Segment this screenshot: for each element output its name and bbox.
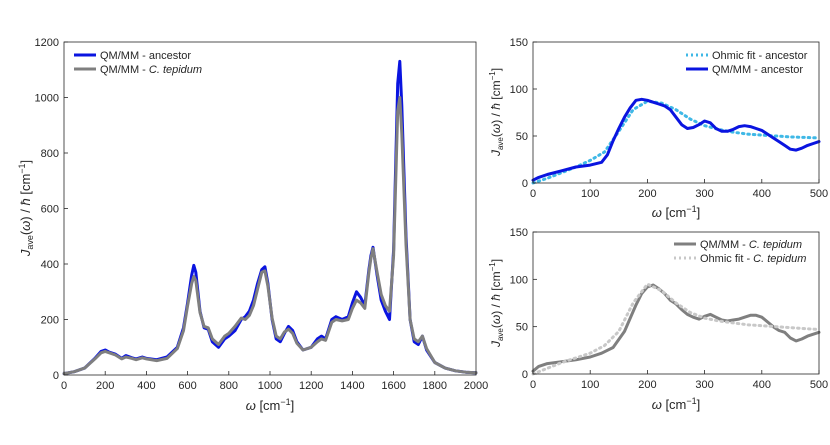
main-y-tick-label: 1000 [35, 93, 59, 105]
main-series-line-0 [62, 59, 478, 376]
tepidum-x-tick-label: 300 [695, 379, 713, 391]
ancestor-legend-box [684, 46, 814, 76]
ancestor-legend-label-ohmic: Ohmic fit - ancestor [712, 50, 808, 62]
ancestor-x-tick-label: 100 [581, 188, 599, 200]
tepidum-x-tick-label: 0 [530, 379, 536, 391]
main-x-tick-label: 200 [96, 380, 114, 392]
tepidum-legend-label-ohmic: Ohmic fit - C. tepidum [700, 253, 806, 265]
tepidum-chart-axes-group: 0 100 200 300 400 500 0 50 100 150 [510, 227, 829, 391]
tepidum-x-tick-label: 400 [753, 379, 771, 391]
tepidum-chart-legend: QM/MM - C. tepidum Ohmic fit - C. tepidu… [670, 236, 816, 266]
ancestor-chart-legend: Ohmic fit - ancestor QM/MM - ancestor [684, 46, 814, 76]
ancestor-chart-plot-frame [532, 41, 820, 184]
tepidum-chart-plot-frame [532, 231, 820, 375]
main-chart-series-group [62, 59, 478, 376]
tepidum-series-line-1 [531, 282, 821, 376]
tepidum-x-tick-label: 100 [581, 379, 599, 391]
ancestor-chart-x-label: ω [cm−1] [652, 204, 701, 220]
ancestor-series-line-1 [531, 97, 821, 182]
ancestor-y-tick-label: 50 [516, 131, 528, 143]
tepidum-legend-label-qmmm: QM/MM - C. tepidum [700, 239, 802, 251]
main-x-tick-label: 600 [178, 380, 196, 392]
main-x-tick-label: 1200 [299, 380, 323, 392]
main-chart-x-label: ω [cm−1] [246, 397, 295, 413]
ancestor-x-tick-label: 300 [695, 188, 713, 200]
main-y-tick-label: 600 [41, 204, 59, 216]
main-x-tick-label: 0 [61, 380, 67, 392]
ancestor-x-tick-label: 200 [638, 188, 656, 200]
tepidum-x-tick-label: 500 [810, 379, 828, 391]
main-legend-box [70, 46, 196, 78]
main-series-line-1 [62, 96, 478, 376]
ancestor-chart-y-label: Jave(ω) / ħ [cm−1] [488, 68, 505, 157]
ancestor-y-tick-label: 0 [522, 178, 528, 190]
tepidum-x-tick-label: 200 [638, 379, 656, 391]
main-x-tick-label: 1600 [381, 380, 405, 392]
tepidum-y-tick-label: 100 [510, 274, 528, 286]
main-y-tick-label: 200 [41, 315, 59, 327]
main-x-tick-label: 1400 [340, 380, 364, 392]
main-y-tick-label: 1200 [35, 37, 59, 49]
main-x-tick-label: 1800 [423, 380, 447, 392]
main-chart-axes-group: 0 200 400 600 800 1000 1200 1400 1600 1800 2000 0 20… [35, 37, 489, 392]
ancestor-x-tick-label: 500 [810, 188, 828, 200]
tepidum-y-tick-label: 0 [522, 369, 528, 381]
main-y-tick-label: 800 [41, 148, 59, 160]
tepidum-chart-y-label: Jave(ω) / ħ [cm−1] [488, 259, 505, 348]
ancestor-y-tick-label: 150 [510, 37, 528, 49]
main-chart-plot-frame [63, 41, 477, 376]
main-y-tick-label: 0 [53, 370, 59, 382]
tepidum-chart-series-group [531, 282, 821, 376]
main-x-tick-label: 400 [137, 380, 155, 392]
tepidum-legend-box [670, 236, 816, 266]
main-chart-y-label: Jave(ω) / ħ [cm−1] [17, 160, 35, 257]
tepidum-y-tick-label: 150 [510, 227, 528, 239]
ancestor-fit-panel: 0 100 200 300 400 500 0 50 100 150 ω [cm−1] Jave(… [488, 37, 828, 220]
ancestor-legend-label-qmmm: QM/MM - ancestor [712, 64, 803, 76]
main-legend-label-ancestor: QM/MM - ancestor [100, 50, 191, 62]
main-legend-label-tepidum: QM/MM - C. tepidum [100, 64, 202, 76]
ancestor-series-line-0 [531, 99, 821, 185]
ancestor-x-tick-label: 400 [753, 188, 771, 200]
ancestor-x-tick-label: 0 [530, 188, 536, 200]
ancestor-y-tick-label: 100 [510, 84, 528, 96]
ancestor-chart-axes-group: 0 100 200 300 400 500 0 50 100 150 [510, 37, 829, 200]
tepidum-fit-panel: 0 100 200 300 400 500 0 50 100 150 ω [cm−1] Jave(… [488, 227, 828, 412]
main-y-tick-label: 400 [41, 259, 59, 271]
tepidum-y-tick-label: 50 [516, 322, 528, 334]
main-chart-legend: QM/MM - ancestor QM/MM - C. tepidum [70, 46, 202, 78]
main-spectral-density-panel: 0 200 400 600 800 1000 1200 1400 1600 1800 2000 0 20… [17, 37, 488, 413]
main-x-tick-label: 1000 [258, 380, 282, 392]
ancestor-chart-series-group [531, 97, 821, 185]
main-x-tick-label: 800 [220, 380, 238, 392]
tepidum-chart-x-label: ω [cm−1] [652, 396, 701, 412]
main-x-tick-label: 2000 [464, 380, 488, 392]
